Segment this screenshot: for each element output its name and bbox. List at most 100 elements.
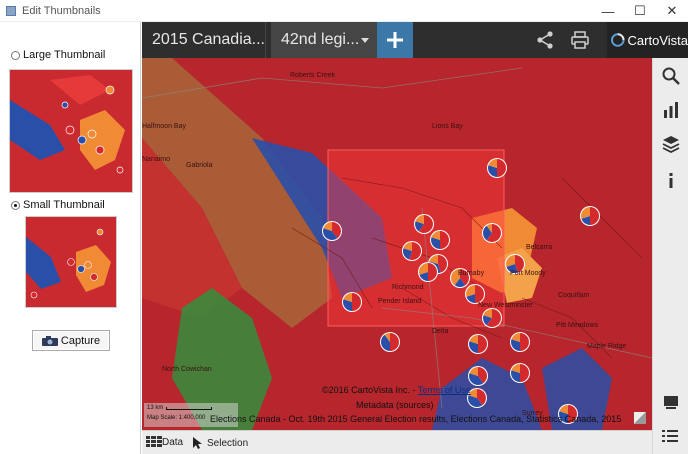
thumbnail-panel: Large Thumbnail Small Thumbnail — [0, 22, 141, 454]
pie-slice — [469, 367, 478, 376]
pie-slice — [559, 405, 568, 414]
pie-slice — [428, 263, 437, 281]
window-titlebar: Edit Thumbnails — ☐ ✕ — [0, 0, 688, 22]
pie-slice — [520, 333, 529, 351]
pie-slice — [380, 334, 390, 351]
info-icon[interactable] — [661, 170, 681, 190]
capture-button[interactable]: Capture — [32, 330, 110, 351]
pie-slice — [511, 333, 520, 342]
pie-slice — [506, 255, 515, 267]
camera-icon — [41, 335, 58, 346]
place-label: North Cowichan — [162, 366, 212, 373]
pie-slice — [520, 364, 529, 382]
minimize-button[interactable]: — — [601, 3, 615, 19]
map-copyright: ©2016 CartoVista Inc. - Terms of Use — [322, 385, 471, 395]
selection-label: Selection — [207, 437, 249, 449]
chart-icon[interactable] — [661, 100, 681, 120]
share-icon[interactable] — [535, 30, 555, 50]
map-canvas[interactable]: Roberts Creek Halfmoon Bay Nanaimo Gabri… — [142, 58, 652, 430]
pie-slice — [332, 222, 341, 239]
layer-dropdown-value: 42nd legi... — [281, 31, 360, 48]
place-label: Belcarra — [526, 244, 553, 251]
pie-slice — [323, 222, 332, 231]
pie-slice — [559, 411, 568, 423]
map-title: 2015 Canadia... — [152, 31, 265, 48]
pie-slice — [568, 405, 577, 423]
app-icon — [6, 5, 16, 16]
chevron-down-icon — [361, 38, 369, 43]
cartovista-logo-icon — [611, 33, 625, 47]
pie-slice — [581, 216, 590, 225]
page-fold-icon[interactable] — [634, 412, 646, 424]
pie-slice — [483, 225, 492, 241]
pie-slice — [454, 278, 466, 287]
metadata-link[interactable]: Metadata (sources) — [356, 400, 434, 410]
pie-slice — [323, 228, 338, 240]
layers-icon[interactable] — [661, 134, 681, 154]
pie-slice — [429, 255, 438, 264]
place-label: Maple Ridge — [587, 343, 627, 350]
pie-slice — [477, 389, 486, 406]
pie-slice — [515, 255, 524, 273]
data-button[interactable]: Data — [146, 436, 183, 448]
place-label: Port Moody — [510, 270, 546, 277]
print-icon[interactable] — [570, 30, 590, 50]
maximize-button[interactable]: ☐ — [634, 3, 646, 18]
pie-slice — [403, 242, 412, 251]
place-label: Coquitlam — [558, 292, 590, 299]
pie-slice — [486, 309, 501, 327]
copyright-text: ©2016 CartoVista Inc. - — [322, 385, 418, 395]
pie-slice — [466, 294, 475, 303]
layer-dropdown[interactable]: 42nd legi... — [271, 22, 377, 58]
pie-slice — [486, 224, 492, 233]
pie-slice — [352, 293, 361, 311]
window-title: Edit Thumbnails — [22, 4, 101, 17]
place-label: Delta — [432, 328, 449, 335]
large-thumbnail-preview — [9, 69, 133, 193]
add-layer-button[interactable] — [377, 22, 413, 58]
large-thumbnail-radio[interactable] — [11, 50, 20, 60]
search-icon[interactable] — [661, 66, 681, 86]
large-thumbnail-option[interactable]: Large Thumbnail — [11, 49, 105, 61]
pie-slice — [390, 333, 399, 351]
card-view-icon[interactable] — [661, 392, 681, 412]
pie-slice — [478, 335, 487, 353]
small-thumbnail-option[interactable]: Small Thumbnail — [11, 199, 105, 211]
small-thumbnail-preview — [25, 216, 117, 308]
data-attribution: Elections Canada - Oct. 19th 2015 Genera… — [210, 414, 622, 424]
scale-bar — [166, 407, 212, 410]
pie-slice — [419, 263, 428, 275]
map-title-tab[interactable]: 2015 Canadia... — [142, 22, 266, 58]
pie-slice — [419, 272, 428, 281]
place-label: New Westminster — [478, 302, 533, 309]
place-label: Pitt Meadows — [556, 322, 599, 329]
place-label: Pender Island — [378, 298, 422, 305]
small-thumbnail-label: Small Thumbnail — [23, 199, 105, 211]
list-icon[interactable] — [660, 428, 680, 444]
pie-slice — [469, 341, 478, 353]
pie-slice — [468, 389, 477, 398]
pie-slice — [506, 264, 518, 273]
pie-slice — [431, 237, 440, 249]
place-label: Lions Bay — [432, 123, 463, 130]
pie-slice — [475, 285, 484, 303]
pie-slice — [511, 364, 520, 373]
choropleth-map — [142, 58, 652, 430]
pie-slice — [511, 339, 520, 351]
pie-slice — [468, 395, 483, 408]
plus-icon — [387, 32, 403, 48]
small-thumbnail-radio[interactable] — [11, 200, 20, 210]
place-label: Roberts Creek — [290, 72, 336, 79]
map-scale: 13 km Map Scale: 1:400,000 — [144, 403, 238, 427]
map-side-toolbar — [652, 58, 688, 454]
selection-button[interactable]: Selection — [192, 436, 248, 450]
data-label: Data — [162, 436, 184, 448]
place-label: Nanaimo — [142, 156, 171, 163]
close-button[interactable]: ✕ — [666, 3, 678, 18]
table-icon — [146, 436, 162, 447]
terms-of-use-link[interactable]: Terms of Use — [417, 385, 471, 395]
cartovista-logo: CartoVista — [607, 22, 688, 58]
place-label: Gabriola — [186, 162, 213, 169]
pie-slice — [511, 370, 520, 382]
pie-slice — [418, 215, 433, 233]
